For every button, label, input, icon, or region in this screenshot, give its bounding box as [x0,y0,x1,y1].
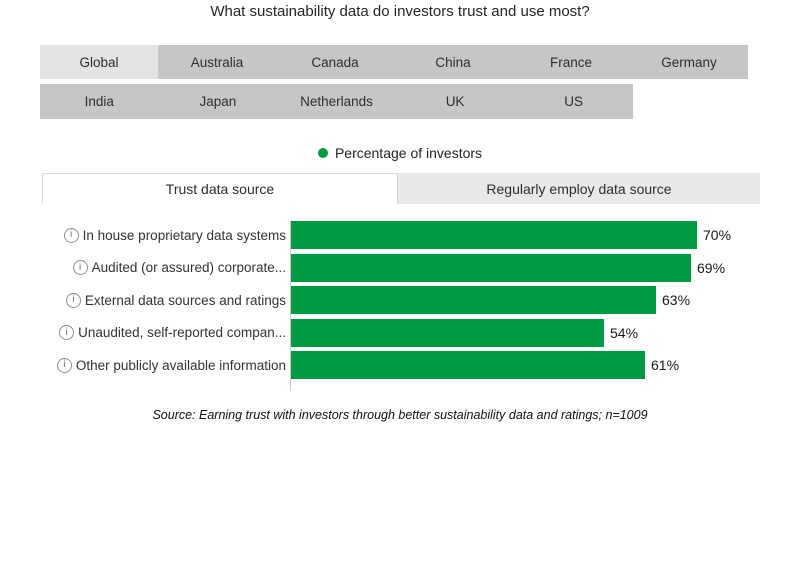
bar[interactable] [291,318,604,347]
bar-category-label: External data sources and ratings [84,292,286,308]
country-tab-france[interactable]: France [512,45,630,79]
bar-category-label: Audited (or assured) corporate... [91,260,286,275]
bar-label-cell: i Unaudited, self-reported compan... [30,325,291,340]
country-tab-japan[interactable]: Japan [158,84,278,119]
tab-regularly-employ-data-source[interactable]: Regularly employ data source [398,173,760,204]
info-icon[interactable]: i [59,325,75,340]
bar-row: i In house proprietary data systems 70% [30,221,790,249]
bar[interactable] [291,253,691,282]
country-tab-global[interactable]: Global [40,45,158,79]
legend-dot-icon [317,148,328,158]
bar-row: i External data sources and ratings 63% [30,286,790,314]
bar-row: i Other publicly available information 61% [30,351,790,379]
country-tab-uk[interactable]: UK [395,84,515,119]
source-note: Source: Earning trust with investors thr… [152,408,648,422]
info-icon[interactable]: i [56,357,72,373]
bar-chart: i In house proprietary data systems 70% i Au… [30,221,790,384]
info-icon[interactable]: i [72,260,88,275]
info-icon[interactable]: i [65,292,81,308]
chart-title: What sustainability data do investors tr… [210,3,590,20]
bar-value-label: 54% [610,324,639,341]
bar-value-label: 70% [703,227,732,243]
bar-category-label: Unaudited, self-reported compan... [78,325,286,340]
country-selector-row-1: Global Australia Canada China France Germany [40,45,748,79]
bar-category-label: Other publicly available information [75,357,286,373]
country-tab-netherlands[interactable]: Netherlands [277,84,396,119]
bar-category-label: In house proprietary data systems [82,227,286,243]
bar-label-cell: i External data sources and ratings [30,292,291,308]
country-tab-china[interactable]: China [394,45,512,79]
bar-value-label: 61% [651,357,680,373]
legend-label: Percentage of investors [334,145,483,161]
info-icon[interactable]: i [63,227,79,243]
bar[interactable] [291,286,656,314]
chart-axis-line [290,221,291,391]
bar-row: i Audited (or assured) corporate... 69% [30,253,790,282]
bar-value-label: 69% [697,259,726,276]
bar-label-cell: i Audited (or assured) corporate... [30,260,291,275]
measure-tabs: Trust data source Regularly employ data … [42,173,760,204]
bar-row: i Unaudited, self-reported compan... 54% [30,318,790,347]
bar-label-cell: i In house proprietary data systems [30,227,291,243]
country-tab-india[interactable]: India [40,84,159,119]
bar[interactable] [291,351,645,379]
country-tab-germany[interactable]: Germany [630,45,748,79]
country-selector-row-2: India Japan Netherlands UK US [40,84,633,119]
legend: Percentage of investors [0,145,800,161]
country-tab-us[interactable]: US [514,84,633,119]
bar[interactable] [291,221,697,249]
bar-label-cell: i Other publicly available information [30,357,291,373]
bar-value-label: 63% [662,292,691,308]
country-tab-australia[interactable]: Australia [158,45,276,79]
tab-trust-data-source[interactable]: Trust data source [42,173,398,204]
country-tab-canada[interactable]: Canada [276,45,394,79]
